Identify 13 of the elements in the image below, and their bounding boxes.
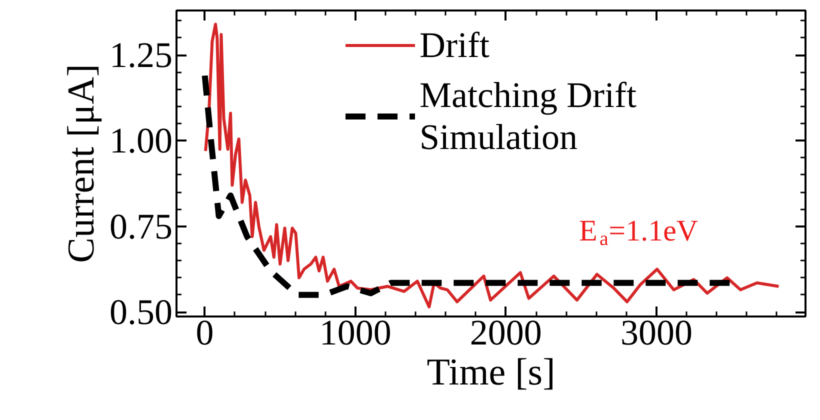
x-tick-label: 0 [196,312,214,352]
y-tick-label: 1.25 [110,35,172,76]
x-axis-title: Time [s] [426,352,556,394]
y-tick-label: 0.50 [110,292,172,332]
line-series [204,22,780,308]
legend-label: Matching Drift Simulation [420,74,636,158]
x-tick-label: 3000 [620,312,692,352]
legend-label: Drift [420,24,490,66]
x-tick-label: 1000 [319,312,392,352]
y-tick-label: 1.00 [110,120,172,161]
y-axis-title: Current [μA] [60,64,102,263]
x-tick-label: 2000 [470,312,542,352]
y-tick-label: 0.75 [110,206,172,246]
